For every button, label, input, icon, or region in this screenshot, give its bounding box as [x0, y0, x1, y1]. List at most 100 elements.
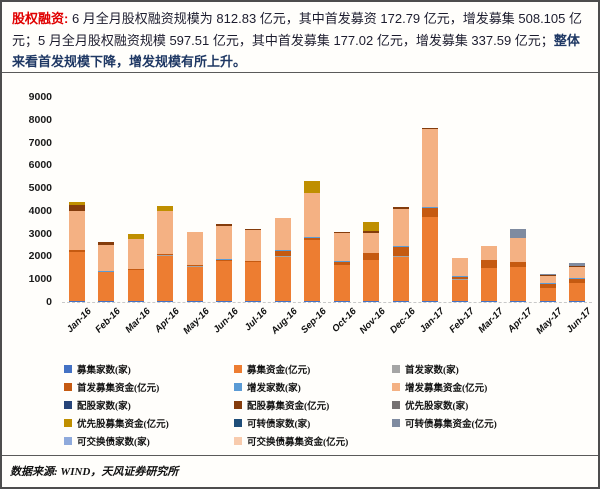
- legend-label: 可交换债家数(家): [77, 437, 150, 448]
- bar-segment: [274, 256, 291, 302]
- bar-segment: [68, 204, 85, 212]
- bar-segment: [569, 263, 586, 266]
- bar-segment: [333, 301, 350, 302]
- bar-segment: [186, 266, 203, 302]
- bar-segment: [451, 301, 468, 302]
- legend-marker: [392, 418, 400, 427]
- legend-marker: [234, 364, 242, 373]
- legend-marker: [64, 436, 72, 445]
- bar-segment: [304, 237, 321, 240]
- legend-item: 配股家数(家): [64, 396, 234, 413]
- bar-segment: [186, 301, 203, 302]
- bar-stack: [245, 228, 262, 302]
- bar-segment: [392, 301, 409, 302]
- legend-label: 配股家数(家): [77, 401, 131, 412]
- bar-segment: [127, 233, 144, 240]
- legend-label: 募集家数(家): [77, 365, 131, 376]
- bar-segment: [245, 228, 262, 230]
- bar-segment: [274, 217, 291, 251]
- x-axis-label: May-16: [180, 306, 212, 337]
- figure-footer: 数据来源: WIND，天风证券研究所: [2, 456, 598, 486]
- y-tick-label: 6000: [28, 159, 52, 172]
- x-axis-label: Jan-16: [64, 306, 94, 336]
- legend-item: 增发家数(家): [234, 378, 392, 395]
- legend-marker: [392, 382, 400, 391]
- bar-segment: [68, 300, 85, 302]
- x-axis-label: Dec-16: [387, 306, 418, 336]
- legend-item: 可交换债募集资金(亿元): [234, 432, 392, 449]
- x-axis-label: Jan-17: [417, 306, 447, 336]
- legend-label: 募集资金(亿元): [247, 365, 311, 376]
- bar-segment: [480, 301, 497, 302]
- legend-item: 可交换债家数(家): [64, 432, 234, 449]
- bar-segment: [510, 261, 527, 267]
- bar-segment: [157, 301, 174, 302]
- bar-segment: [480, 260, 497, 269]
- legend-label: 优先股募集资金(亿元): [77, 419, 169, 430]
- bar-segment: [245, 260, 262, 262]
- legend-label: 优先股家数(家): [405, 401, 469, 412]
- bar-segment: [304, 193, 321, 238]
- bar-segment: [539, 275, 556, 284]
- legend-label: 增发家数(家): [247, 383, 301, 394]
- bar-segment: [68, 211, 85, 250]
- y-tick-label: 4000: [28, 204, 52, 217]
- legend-item: 可转债募集资金(亿元): [392, 414, 577, 431]
- bar-stack: [98, 242, 115, 302]
- bar-segment: [98, 271, 115, 273]
- bar-segment: [68, 252, 85, 301]
- x-axis-label: Feb-16: [93, 306, 123, 336]
- bar-segment: [157, 206, 174, 211]
- bar-segment: [569, 266, 586, 279]
- bar-segment: [392, 208, 409, 247]
- legend-label: 可交换债募集资金(亿元): [247, 437, 349, 448]
- y-tick-label: 7000: [28, 136, 52, 149]
- x-axis-label: Oct-16: [329, 306, 359, 335]
- bar-segment: [422, 301, 439, 302]
- bar-stack: [539, 274, 556, 302]
- y-axis: 0 1000 2000 3000 4000 5000 6000 7000 8000 9000: [2, 91, 56, 308]
- bar-segment: [127, 270, 144, 302]
- bar-stack: [363, 221, 380, 302]
- bar-segment: [333, 261, 350, 265]
- bar-segment: [422, 216, 439, 302]
- bar-segment: [363, 253, 380, 260]
- x-axis-label: Aug-16: [269, 306, 300, 337]
- bar-stack: [186, 231, 203, 302]
- x-axis-label: Sep-16: [299, 306, 330, 336]
- bar-segment: [333, 264, 350, 302]
- bar-stack: [127, 233, 144, 302]
- bar-stack: [422, 127, 439, 302]
- x-axis-label: Jul-16: [242, 306, 271, 334]
- legend-marker: [234, 436, 242, 445]
- bar-segment: [68, 250, 85, 252]
- bar-segment: [392, 246, 409, 257]
- legend-marker: [64, 400, 72, 409]
- bar-segment: [157, 254, 174, 256]
- bar-segment: [98, 272, 115, 302]
- bar-segment: [363, 301, 380, 302]
- y-tick-label: 2000: [28, 250, 52, 263]
- bar-segment: [304, 180, 321, 194]
- bar-segment: [304, 240, 321, 302]
- bar-segment: [215, 261, 232, 302]
- legend-label: 首发家数(家): [405, 365, 459, 376]
- y-tick-label: 3000: [28, 227, 52, 240]
- bar-segment: [68, 201, 85, 205]
- legend-item: 募集家数(家): [64, 360, 234, 377]
- bar-segment: [98, 245, 115, 272]
- bar-segment: [98, 301, 115, 302]
- bar-stack: [480, 246, 497, 302]
- bar-segment: [422, 128, 439, 208]
- bar-segment: [539, 274, 556, 276]
- bar-stack: [569, 263, 586, 302]
- legend-item: 增发募集资金(亿元): [392, 378, 577, 395]
- x-axis-label: Jun-16: [211, 306, 241, 336]
- x-axis-label: Nov-16: [357, 306, 388, 337]
- legend-label: 配股募集资金(亿元): [247, 401, 330, 412]
- legend-label: 可转债家数(家): [247, 419, 311, 430]
- plot-area: Jan-16 Feb-16 Mar-16 Apr-16 May-16 Jun-16 Jul-…: [62, 97, 594, 337]
- x-axis-label: Mar-16: [122, 306, 153, 336]
- legend-item: 首发家数(家): [392, 360, 577, 377]
